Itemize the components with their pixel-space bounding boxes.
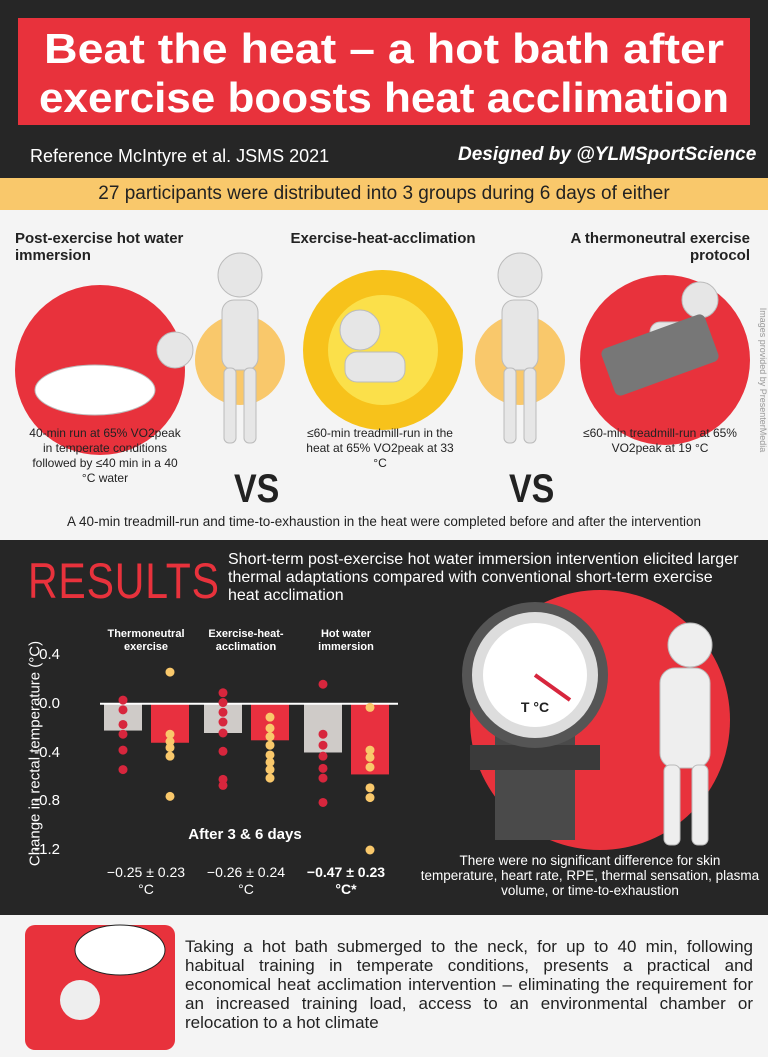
protocol-note: A 40-min treadmill-run and time-to-exhau… — [66, 514, 702, 529]
participant-dot — [365, 762, 375, 772]
participant-dot — [218, 688, 228, 698]
y-tick-label: -0.8 — [34, 792, 60, 810]
versus: VS — [234, 467, 280, 511]
illustration — [328, 295, 438, 405]
y-tick-label: -0.4 — [34, 743, 60, 761]
group-stat: −0.26 ± 0.24 °C — [206, 864, 286, 897]
figure — [34, 252, 719, 444]
group-stat: −0.25 ± 0.23 °C — [106, 864, 186, 897]
participant-dot — [318, 763, 328, 773]
participant-dot — [165, 791, 175, 801]
participant-dot — [218, 728, 228, 738]
participant-dot — [265, 712, 275, 722]
participant-dot — [365, 793, 375, 803]
treadmill — [601, 314, 719, 396]
participant-dot — [265, 732, 275, 742]
figure — [659, 622, 713, 846]
participant-dot — [218, 717, 228, 727]
category-label: Thermoneutral exercise — [107, 628, 185, 653]
participant-dot — [165, 729, 175, 739]
participant-dot — [218, 746, 228, 756]
participant-dot — [118, 719, 128, 729]
group-description: ≤60-min treadmill-run in the heat at 65%… — [306, 426, 454, 470]
credit: Designed by @YLMSportScience — [458, 144, 757, 165]
intro: 27 participants were distributed into 3 … — [98, 183, 670, 204]
pipe — [470, 745, 600, 770]
y-tick-label: 0.0 — [39, 694, 60, 712]
participant-dot — [218, 698, 228, 708]
participant-dot — [118, 765, 128, 775]
category-label: Hot water immersion — [318, 628, 374, 653]
participant-dot — [318, 751, 328, 761]
participant-dot — [318, 679, 328, 689]
y-axis-label: Change in rectal temperature (°C) — [26, 640, 44, 867]
participant-dot — [165, 751, 175, 761]
gauge-label: T °C — [521, 699, 549, 715]
y-tick-label: -1.2 — [34, 841, 60, 858]
chart — [100, 667, 398, 855]
group-stat: −0.47 ± 0.23 °C* — [306, 864, 386, 897]
reference: Reference McIntyre et al. JSMS 2021 — [30, 146, 330, 166]
participant-dot — [318, 729, 328, 739]
participant-dot — [118, 705, 128, 715]
y-tick-label: 0.4 — [39, 646, 60, 663]
participant-dot — [118, 745, 128, 755]
x-axis-label: After 3 & 6 days — [188, 826, 302, 843]
group-title: A thermoneutral exercise protocol — [570, 230, 750, 264]
results-note: There were no significant difference for… — [420, 853, 760, 898]
results-summary: Short-term post-exercise hot water immer… — [228, 551, 739, 604]
participant-dot — [365, 752, 375, 762]
participant-dot — [118, 695, 128, 705]
conclusion: Taking a hot bath submerged to the neck,… — [185, 937, 753, 1032]
category-label: Exercise-heat-acclimation — [208, 628, 284, 653]
results-heading: RESULTS — [28, 553, 220, 609]
thought-bubble — [74, 924, 166, 976]
group-title: Exercise-heat-acclimation — [290, 230, 476, 247]
participant-dot — [365, 745, 375, 755]
group-description: ≤60-min treadmill-run at 65% VO2peak at … — [583, 426, 737, 455]
participant-dot — [265, 740, 275, 750]
participant-dot — [265, 750, 275, 760]
versus: VS — [509, 467, 555, 511]
group-title: Post-exercise hot water immersion — [15, 230, 184, 264]
participant-dot — [365, 702, 375, 712]
participant-dot — [265, 723, 275, 733]
participant-dot — [165, 743, 175, 753]
participant-dot — [218, 780, 228, 790]
title-line: exercise boosts heat acclimation — [39, 74, 729, 121]
participant-dot — [265, 773, 275, 783]
participant-dot — [318, 773, 328, 783]
title-box — [18, 18, 750, 125]
participant-dot — [165, 667, 175, 677]
participant-dot — [218, 707, 228, 717]
figure — [60, 980, 100, 1020]
gauge-needle — [533, 673, 572, 702]
title-line: Beat the heat – a hot bath after — [44, 25, 724, 72]
participant-dot — [365, 783, 375, 793]
participant-dot — [118, 729, 128, 739]
participant-dot — [265, 757, 275, 767]
participant-dot — [365, 845, 375, 855]
participant-dot — [318, 797, 328, 807]
image-credit: Images provided by PresenterMedia — [758, 308, 768, 453]
intro-band — [0, 178, 768, 210]
participant-dot — [318, 740, 328, 750]
participant-dot — [265, 765, 275, 775]
group-description: 40-min run at 65% VO2peak in temperate c… — [29, 426, 181, 485]
